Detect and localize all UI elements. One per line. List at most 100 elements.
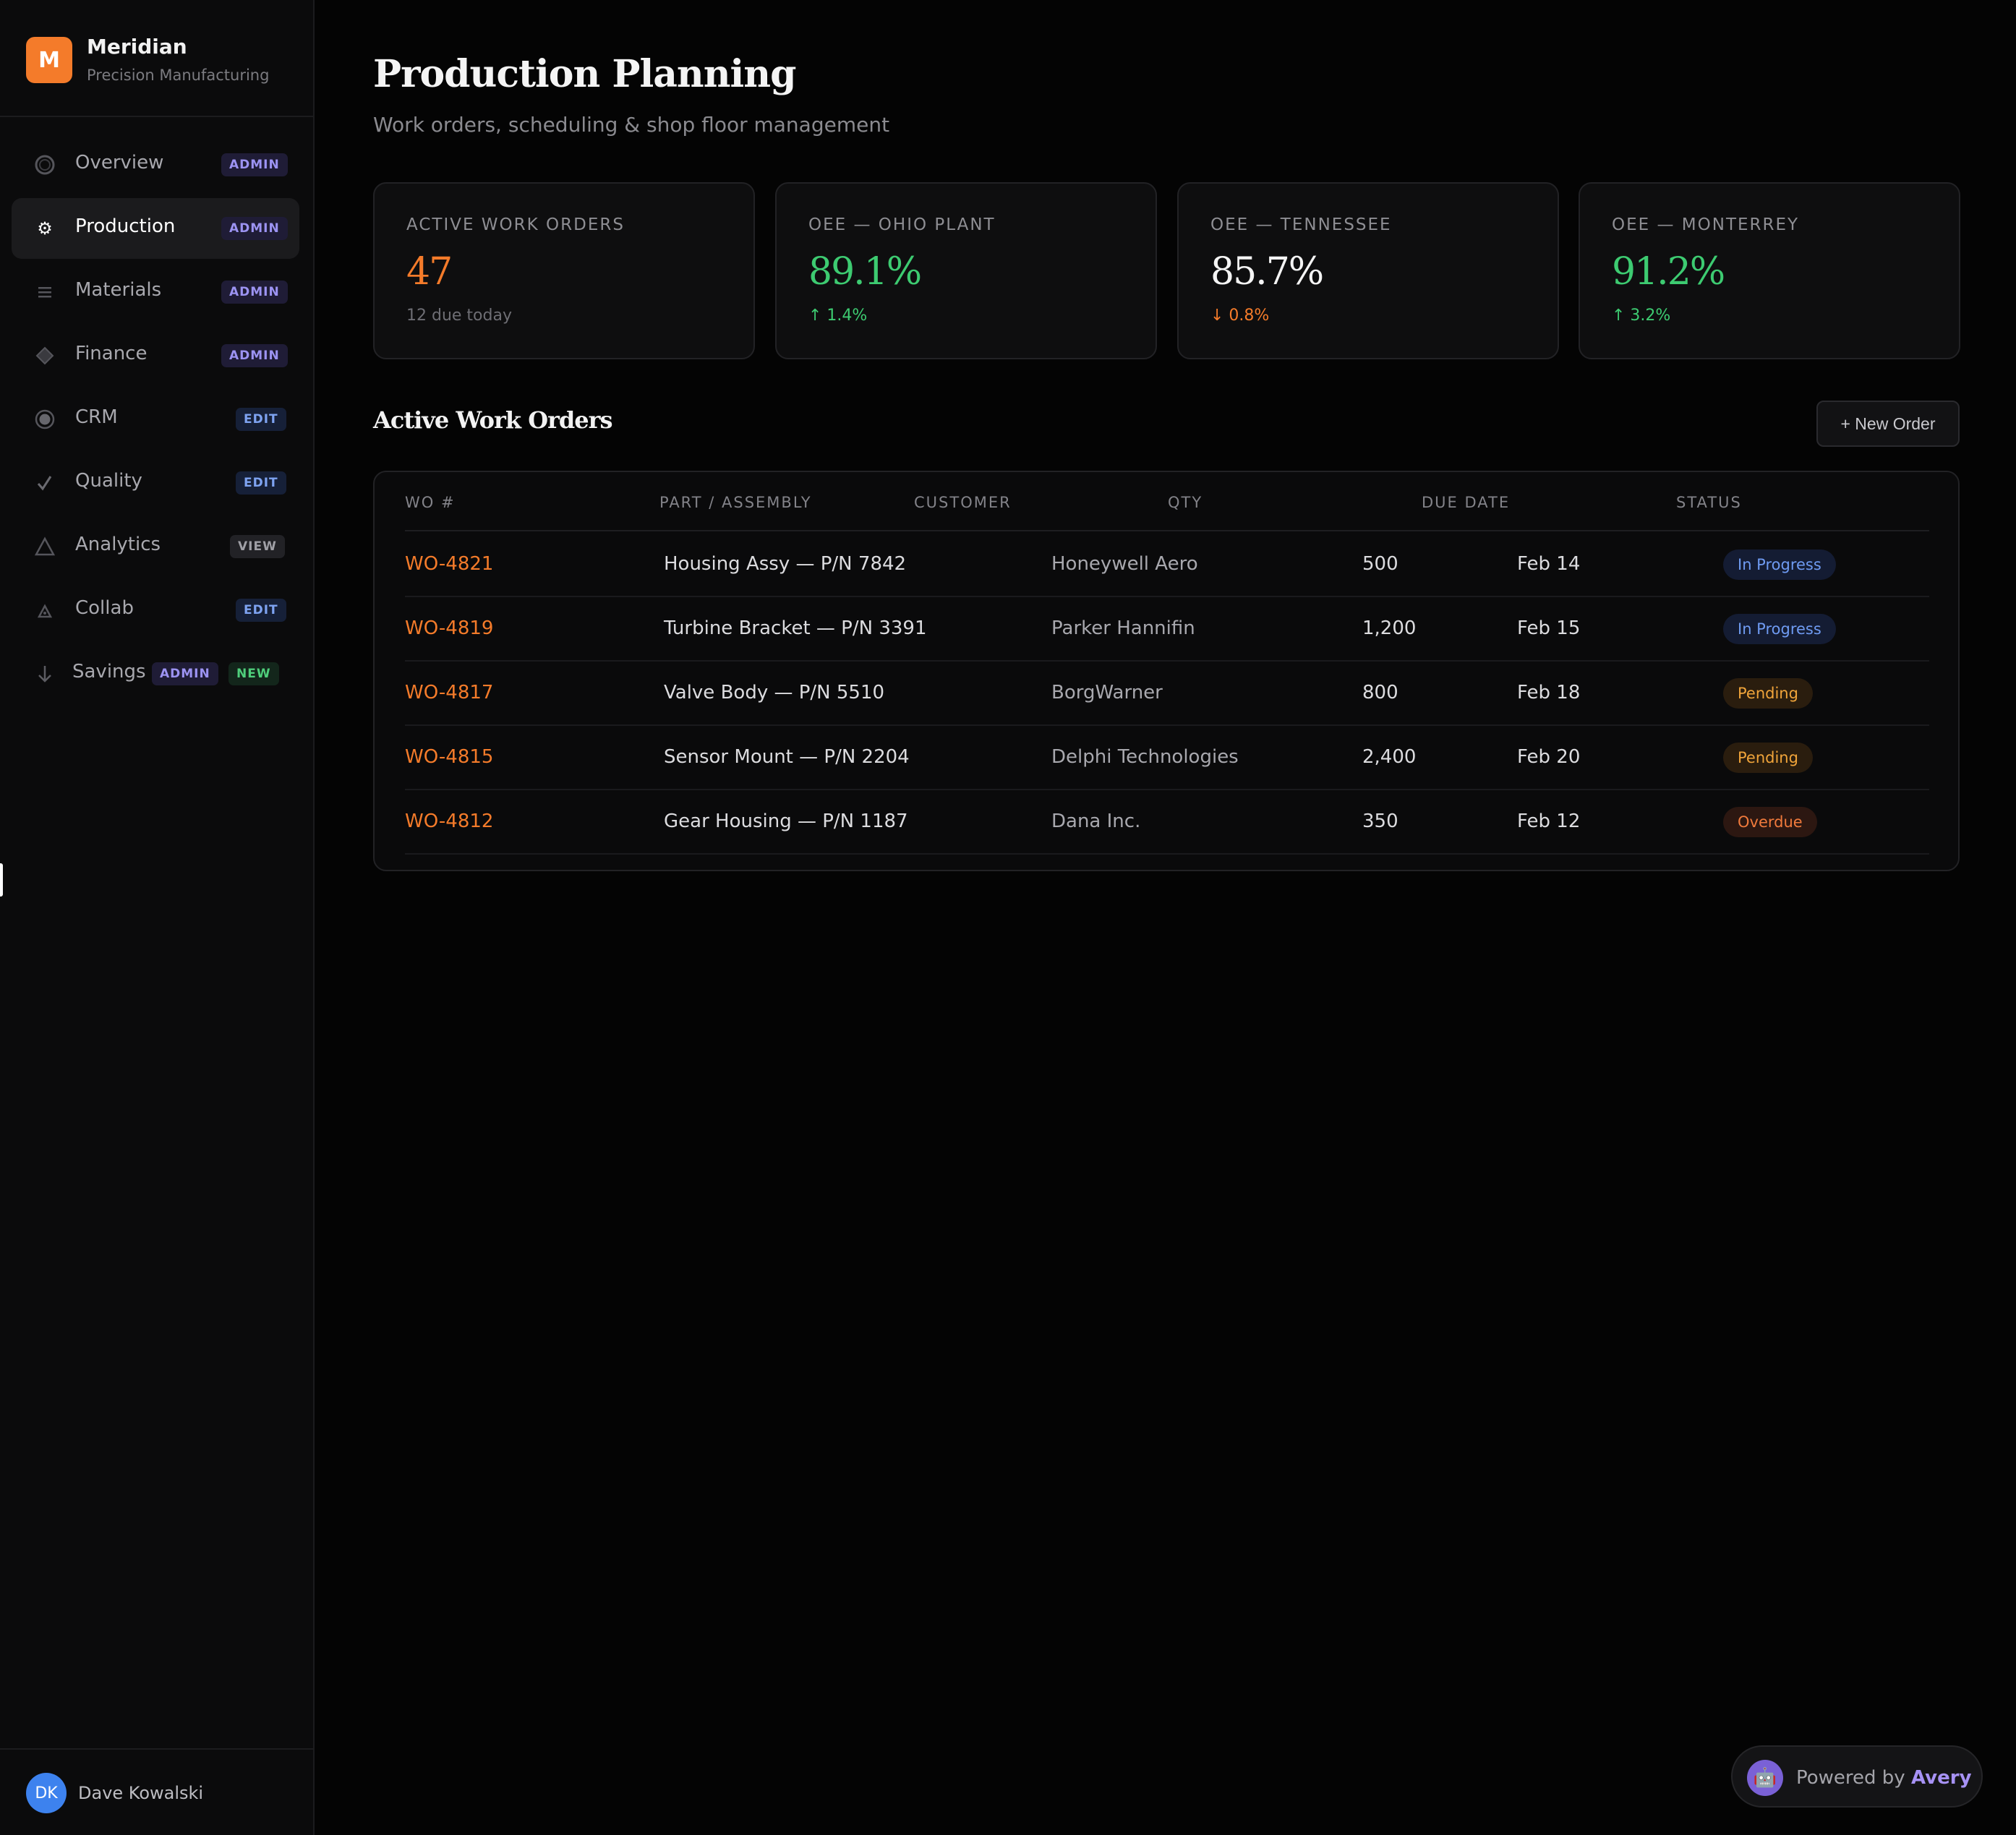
sidebar: M Meridian Precision Manufacturing Overv… bbox=[0, 0, 315, 1835]
powered-by-prefix: Powered by bbox=[1796, 1767, 1905, 1789]
kpi-footnote: 12 due today bbox=[406, 307, 512, 325]
kpi-trend: ↑ 1.4% bbox=[808, 307, 868, 325]
powered-by-brand[interactable]: Avery bbox=[1910, 1767, 1972, 1789]
gear-icon: ⚙ bbox=[37, 218, 53, 239]
customer-cell: Parker Hannifin bbox=[1051, 617, 1195, 639]
qty-cell: 350 bbox=[1362, 810, 1398, 832]
table-row[interactable]: WO-4817 Valve Body — P/N 5510 BorgWarner… bbox=[405, 662, 1929, 726]
status-badge: In Progress bbox=[1723, 614, 1836, 644]
kpi-value: 47 bbox=[406, 250, 453, 294]
sidebar-item-label: Savings bbox=[72, 661, 146, 683]
sidebar-nav: Overview ADMIN ⚙ Production ADMIN Materi… bbox=[12, 134, 299, 707]
role-badge: ADMIN bbox=[221, 344, 288, 367]
table-row[interactable]: WO-4812 Gear Housing — P/N 1187 Dana Inc… bbox=[405, 790, 1929, 855]
sidebar-item-overview[interactable]: Overview ADMIN bbox=[12, 134, 299, 195]
brand-header: M Meridian Precision Manufacturing bbox=[0, 0, 313, 117]
status-badge: Pending bbox=[1723, 743, 1813, 773]
kpi-trend: ↓ 0.8% bbox=[1210, 307, 1270, 325]
sidebar-item-analytics[interactable]: Analytics VIEW bbox=[12, 516, 299, 577]
page-subtitle: Work orders, scheduling & shop floor man… bbox=[373, 113, 890, 137]
table-row[interactable]: WO-4821 Housing Assy — P/N 7842 Honeywel… bbox=[405, 533, 1929, 597]
brand-subtitle: Precision Manufacturing bbox=[87, 67, 270, 84]
table-row[interactable]: WO-4819 Turbine Bracket — P/N 3391 Parke… bbox=[405, 597, 1929, 662]
role-badge: EDIT bbox=[236, 599, 286, 622]
kpi-label: ACTIVE WORK ORDERS bbox=[406, 215, 625, 234]
edge-handle[interactable] bbox=[0, 863, 3, 897]
kpi-card-active-orders: ACTIVE WORK ORDERS 47 12 due today bbox=[373, 182, 755, 359]
column-header-qty[interactable]: QTY bbox=[1168, 494, 1203, 511]
role-badge: VIEW bbox=[230, 535, 285, 558]
sidebar-item-savings[interactable]: Savings ADMIN NEW bbox=[12, 643, 299, 704]
kpi-card-oee-ohio: OEE — OHIO PLANT 89.1% ↑ 1.4% bbox=[775, 182, 1157, 359]
work-order-link[interactable]: WO-4821 bbox=[405, 553, 494, 575]
part-cell: Turbine Bracket — P/N 3391 bbox=[664, 617, 927, 639]
qty-cell: 2,400 bbox=[1362, 746, 1417, 768]
column-header-due-date[interactable]: DUE DATE bbox=[1422, 494, 1511, 511]
sidebar-item-label: CRM bbox=[75, 406, 118, 428]
role-badge: ADMIN bbox=[221, 217, 288, 240]
kpi-label: OEE — TENNESSEE bbox=[1210, 215, 1392, 234]
sidebar-item-label: Materials bbox=[75, 279, 162, 301]
robot-icon: 🤖 bbox=[1747, 1760, 1783, 1796]
role-badge: ADMIN bbox=[221, 281, 288, 304]
column-header-status[interactable]: STATUS bbox=[1676, 494, 1742, 511]
due-date-cell: Feb 18 bbox=[1517, 682, 1581, 703]
part-cell: Housing Assy — P/N 7842 bbox=[664, 553, 907, 575]
work-orders-table: WO # PART / ASSEMBLY CUSTOMER QTY DUE DA… bbox=[373, 471, 1960, 871]
customer-cell: Dana Inc. bbox=[1051, 810, 1141, 832]
sidebar-item-finance[interactable]: Finance ADMIN bbox=[12, 325, 299, 386]
work-order-link[interactable]: WO-4817 bbox=[405, 682, 494, 703]
sidebar-item-quality[interactable]: Quality EDIT bbox=[12, 453, 299, 513]
section-title: Active Work Orders bbox=[373, 406, 613, 434]
work-order-link[interactable]: WO-4815 bbox=[405, 746, 494, 768]
triangle-outline-icon bbox=[33, 535, 56, 558]
role-badge: EDIT bbox=[236, 471, 286, 495]
kpi-value: 91.2% bbox=[1612, 250, 1725, 294]
user-profile[interactable]: DK Dave Kowalski bbox=[0, 1748, 313, 1835]
table-header: WO # PART / ASSEMBLY CUSTOMER QTY DUE DA… bbox=[405, 472, 1929, 531]
role-badge: ADMIN bbox=[152, 662, 218, 685]
powered-by-widget[interactable]: 🤖 Powered by Avery bbox=[1731, 1745, 1983, 1808]
brand-name: Meridian bbox=[87, 35, 187, 59]
kpi-card-oee-monterrey: OEE — MONTERREY 91.2% ↑ 3.2% bbox=[1579, 182, 1960, 359]
part-cell: Sensor Mount — P/N 2204 bbox=[664, 746, 910, 768]
work-order-link[interactable]: WO-4819 bbox=[405, 617, 494, 639]
column-header-customer[interactable]: CUSTOMER bbox=[914, 494, 1012, 511]
avatar[interactable]: DK bbox=[26, 1773, 67, 1813]
column-header-wo[interactable]: WO # bbox=[405, 494, 456, 511]
qty-cell: 800 bbox=[1362, 682, 1398, 703]
sidebar-item-label: Production bbox=[75, 215, 176, 237]
diamond-icon bbox=[33, 344, 56, 367]
kpi-trend: ↑ 3.2% bbox=[1612, 307, 1671, 325]
customer-cell: BorgWarner bbox=[1051, 682, 1163, 703]
kpi-label: OEE — OHIO PLANT bbox=[808, 215, 996, 234]
sidebar-item-label: Quality bbox=[75, 470, 142, 492]
brand-logo[interactable]: M bbox=[26, 37, 72, 83]
sidebar-item-production[interactable]: ⚙ Production ADMIN bbox=[12, 198, 299, 259]
filled-circle-icon bbox=[33, 408, 56, 431]
work-order-link[interactable]: WO-4812 bbox=[405, 810, 494, 832]
sidebar-item-materials[interactable]: Materials ADMIN bbox=[12, 262, 299, 322]
checkmark-icon bbox=[33, 471, 56, 495]
user-name: Dave Kowalski bbox=[78, 1783, 204, 1803]
sidebar-item-label: Finance bbox=[75, 343, 148, 364]
kpi-card-oee-tennessee: OEE — TENNESSEE 85.7% ↓ 0.8% bbox=[1177, 182, 1559, 359]
status-badge: Overdue bbox=[1723, 807, 1817, 837]
table-row[interactable]: WO-4815 Sensor Mount — P/N 2204 Delphi T… bbox=[405, 726, 1929, 790]
sidebar-item-collab[interactable]: Collab EDIT bbox=[12, 580, 299, 641]
column-header-part[interactable]: PART / ASSEMBLY bbox=[659, 494, 812, 511]
role-badge: ADMIN bbox=[221, 153, 288, 176]
kpi-value: 85.7% bbox=[1210, 250, 1324, 294]
due-date-cell: Feb 20 bbox=[1517, 746, 1581, 768]
sidebar-item-crm[interactable]: CRM EDIT bbox=[12, 389, 299, 450]
due-date-cell: Feb 15 bbox=[1517, 617, 1581, 639]
new-order-button[interactable]: + New Order bbox=[1816, 401, 1960, 447]
status-badge: Pending bbox=[1723, 678, 1813, 709]
status-badge: In Progress bbox=[1723, 549, 1836, 580]
part-cell: Valve Body — P/N 5510 bbox=[664, 682, 885, 703]
due-date-cell: Feb 12 bbox=[1517, 810, 1581, 832]
part-cell: Gear Housing — P/N 1187 bbox=[664, 810, 908, 832]
small-triangle-icon bbox=[33, 599, 56, 622]
sidebar-item-label: Overview bbox=[75, 152, 164, 174]
customer-cell: Delphi Technologies bbox=[1051, 746, 1239, 768]
